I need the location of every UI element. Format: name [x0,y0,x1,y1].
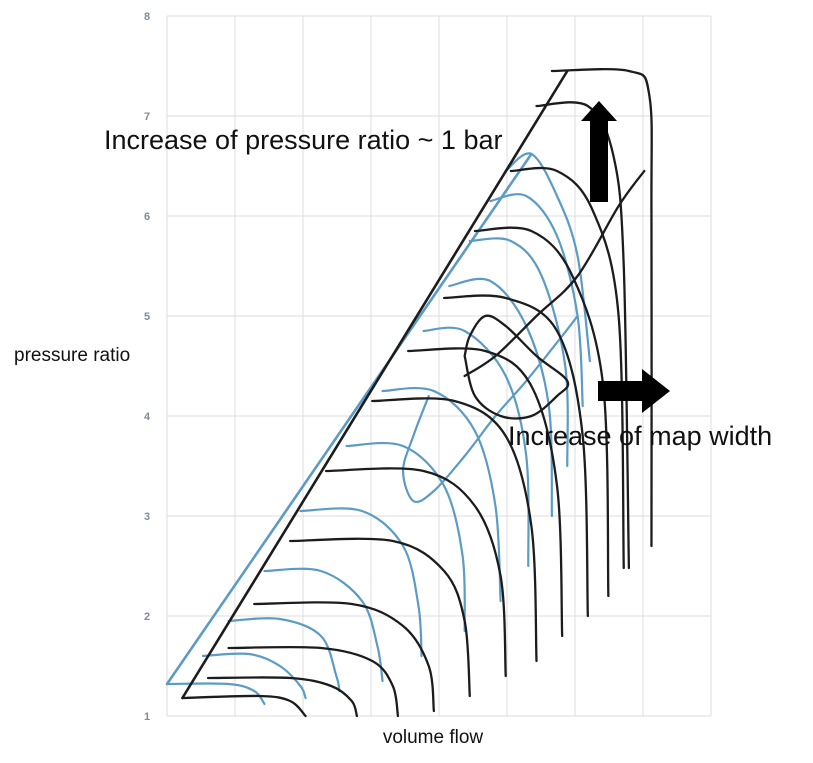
dark-speed-line [324,467,507,678]
y-tick-label: 4 [144,411,151,423]
y-tick-label: 3 [144,511,150,523]
dark-efficiency-island [463,314,570,420]
y-tick-label: 1 [144,711,150,723]
pressure-ratio-annotation: Increase of pressure ratio ~ 1 bar [104,125,502,155]
dark-speed-line [509,166,625,570]
blue-speed-line [345,441,466,633]
dark-efficiency-island [463,169,646,378]
blue-speed-line [468,237,569,468]
y-tick-labels: 1 2 3 4 5 6 7 8 [144,11,151,723]
x-axis-label: volume flow [383,727,484,748]
dark-speed-line [206,676,359,718]
dark-speed-line [227,645,400,718]
grid-lines [166,15,712,717]
dark-speed-line [253,601,436,713]
blue-speed-line [201,652,307,700]
dark-speed-line [442,294,589,618]
right-arrow [598,369,670,413]
map-width-annotation: Increase of map width [508,421,772,451]
map-curves [165,67,653,718]
dark-speed-line [289,537,471,698]
right-arrow-shaft [598,381,643,401]
y-axis-label: pressure ratio [14,345,130,366]
dark-speed-line [407,347,564,638]
y-tick-label: 2 [144,611,150,623]
dark-surge-line [181,69,569,700]
blue-speed-line [381,386,502,603]
dark-speed-line [371,397,538,663]
blue-speed-line [299,507,423,658]
up-arrow-shaft [590,120,608,202]
blue-speed-line [489,193,584,408]
dark-speed-line [181,694,307,718]
up-arrow [581,101,617,202]
up-arrow-head [581,101,617,121]
right-arrow-head [642,369,670,413]
blue-speed-line [227,617,341,693]
blue-speed-line [263,567,384,683]
blue-speed-line [165,682,266,706]
y-tick-label: 5 [144,311,150,323]
y-tick-label: 8 [144,11,150,23]
y-tick-label: 6 [144,211,150,223]
dark-speed-line [550,67,653,548]
dark-speed-line [473,226,610,598]
dark-speed-line [535,101,631,570]
blue-surge-line [165,152,533,686]
blue-efficiency-island [401,314,579,503]
y-tick-label: 7 [144,111,150,123]
